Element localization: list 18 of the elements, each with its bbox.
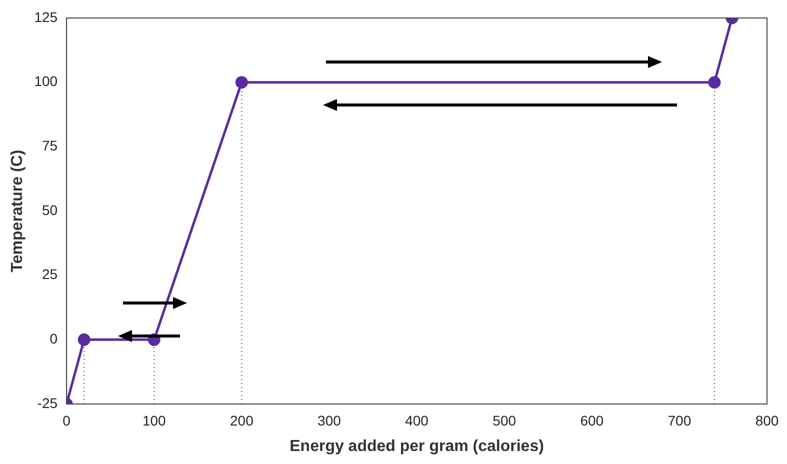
x-axis-title: Energy added per gram (calories) <box>290 438 544 455</box>
x-tick-label: 600 <box>580 412 604 428</box>
x-tick-label: 700 <box>668 412 692 428</box>
y-tick-label: 50 <box>42 202 58 218</box>
x-tick-label: 500 <box>492 412 516 428</box>
x-tick-label: 400 <box>405 412 429 428</box>
y-tick-label: -25 <box>37 394 58 411</box>
y-axis-title: Temperature (C) <box>9 150 26 272</box>
x-tick-label: 100 <box>142 412 166 428</box>
y-tick-label: 0 <box>50 330 58 347</box>
x-tick-label: 0 <box>62 412 71 428</box>
x-tick-label: 300 <box>318 412 342 428</box>
y-tick-label: 75 <box>42 138 58 154</box>
x-tick-label: 200 <box>230 412 254 428</box>
y-tick-label: 125 <box>34 8 58 25</box>
y-tick-label: 100 <box>34 73 58 90</box>
x-tick-label: 800 <box>755 412 779 428</box>
y-tick-label: 25 <box>42 266 58 282</box>
